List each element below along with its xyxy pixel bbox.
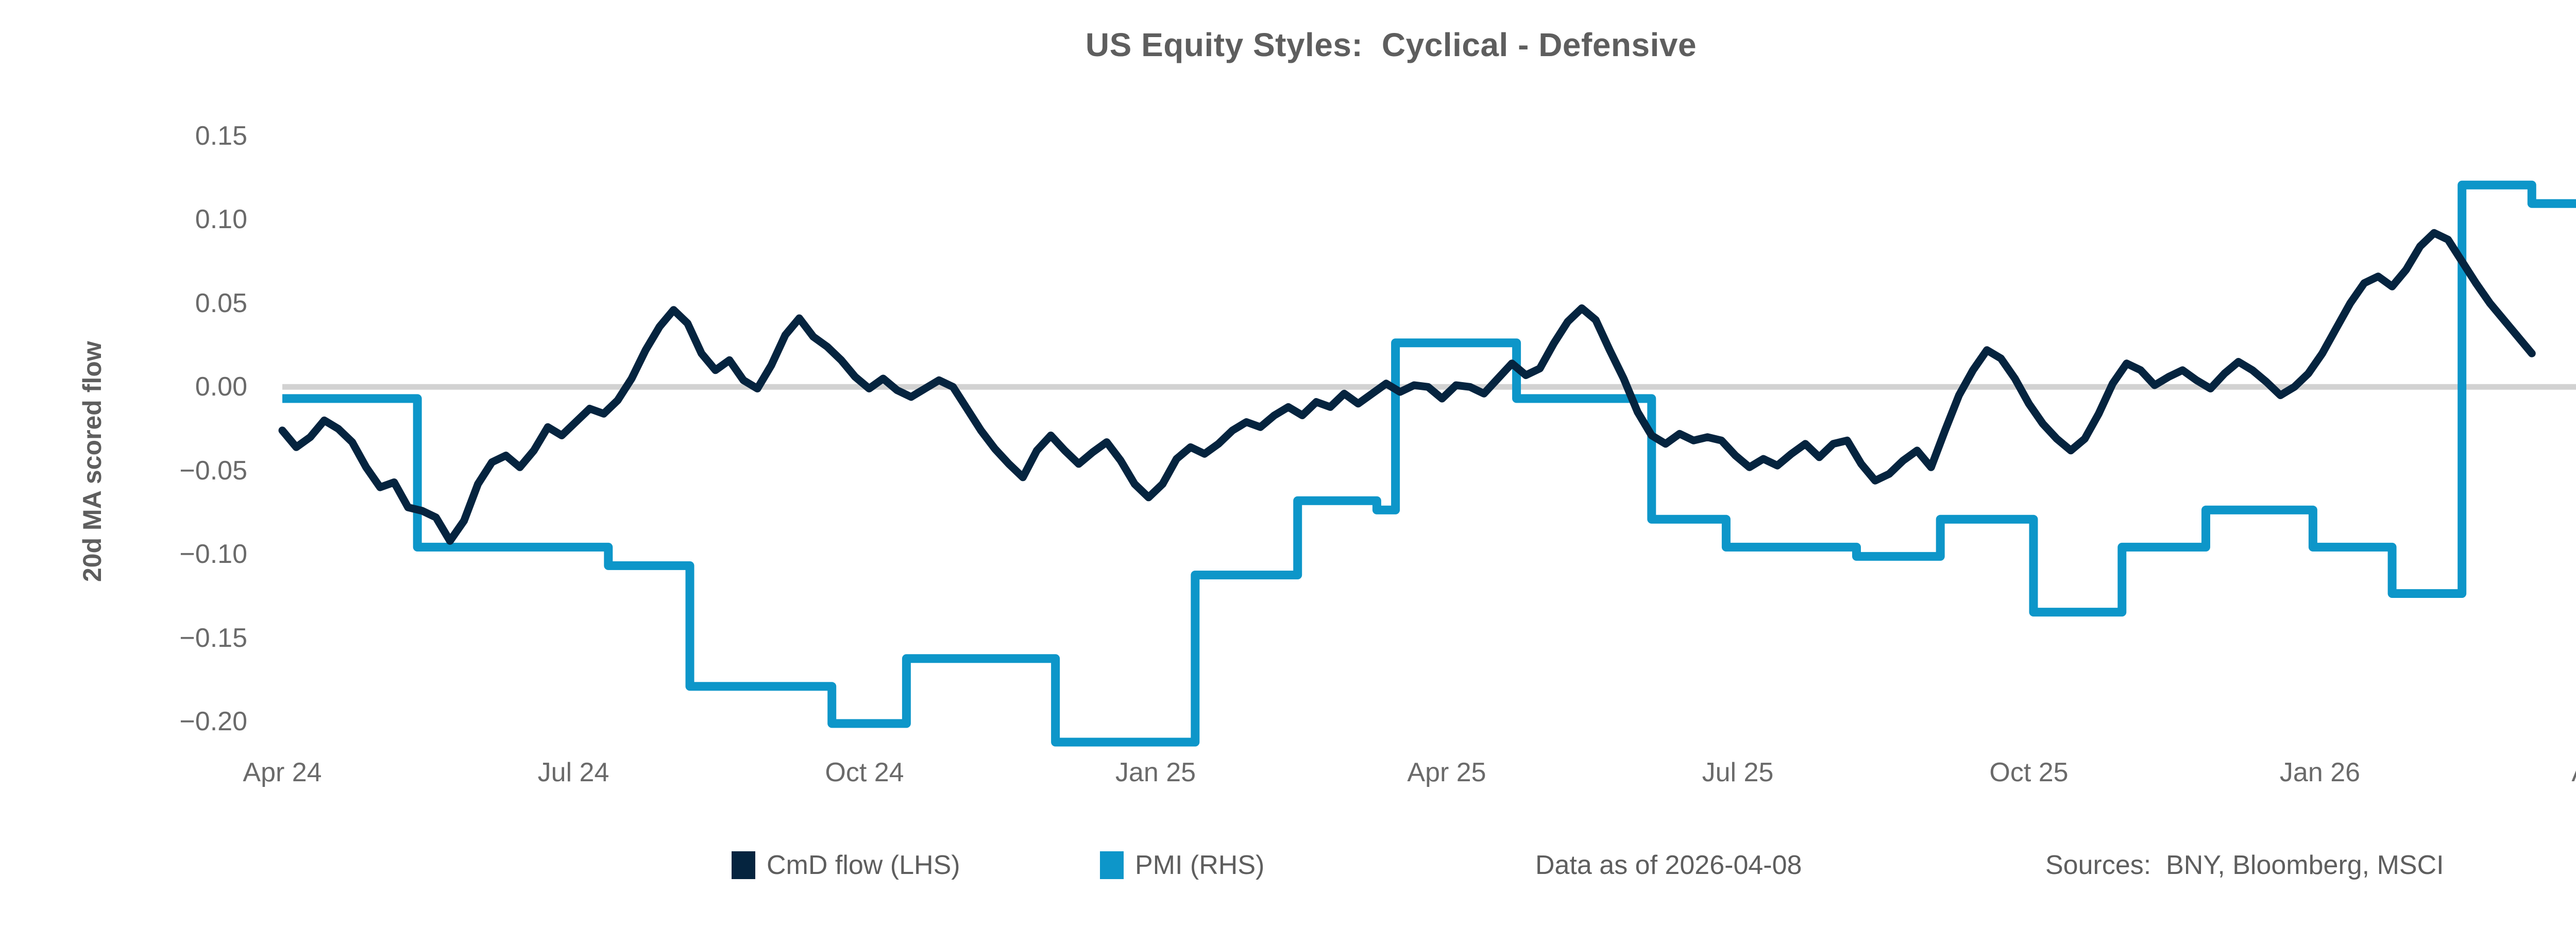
x-tick-0: Apr 24: [243, 758, 322, 787]
data-as-of-text: Data as of 2026-04-08: [1535, 850, 1802, 880]
legend-label-pmi: PMI (RHS): [1135, 850, 1265, 880]
sources-text: Sources: BNY, Bloomberg, MSCI: [2045, 850, 2444, 880]
y-tick-left-2: 0.05: [195, 288, 247, 318]
legend-item-cmd-flow[interactable]: CmD flow (LHS): [732, 850, 960, 881]
chart-canvas: [278, 180, 2576, 747]
x-tick-7: Jan 26: [2279, 758, 2361, 787]
x-tick-6: Oct 25: [1989, 758, 2069, 787]
x-tick-4: Apr 25: [1407, 758, 1486, 787]
plot-area: [278, 111, 2576, 747]
y-tick-left-6: −0.15: [179, 623, 247, 653]
y-tick-left-0: 0.15: [195, 121, 247, 151]
chart-title: US Equity Styles: Cyclical - Defensive: [1085, 26, 1697, 63]
legend-item-pmi[interactable]: PMI (RHS): [1100, 850, 1264, 881]
x-tick-8: Apr 26: [2508, 757, 2576, 788]
y-tick-left-3: 0.00: [195, 372, 247, 402]
pmi-series-line: [282, 180, 2576, 747]
legend-swatch-cmd-flow: [732, 851, 755, 879]
chart-footer: CmD flow (LHS) PMI (RHS) Data as of 2026…: [0, 850, 2576, 906]
x-tick-2: Oct 24: [825, 758, 904, 787]
x-tick-1: Jul 24: [537, 758, 609, 787]
y-tick-left-4: −0.05: [179, 455, 247, 486]
x-tick-5: Jul 25: [1702, 758, 1774, 787]
y-tick-left-5: −0.10: [179, 539, 247, 570]
legend-swatch-pmi: [1100, 851, 1124, 879]
x-tick-3: Jan 25: [1115, 758, 1196, 787]
y-tick-left-1: 0.10: [195, 204, 247, 235]
cmd-flow-series-line: [278, 229, 2536, 545]
y-tick-left-7: −0.20: [179, 707, 247, 737]
legend-label-cmd-flow: CmD flow (LHS): [767, 850, 960, 880]
